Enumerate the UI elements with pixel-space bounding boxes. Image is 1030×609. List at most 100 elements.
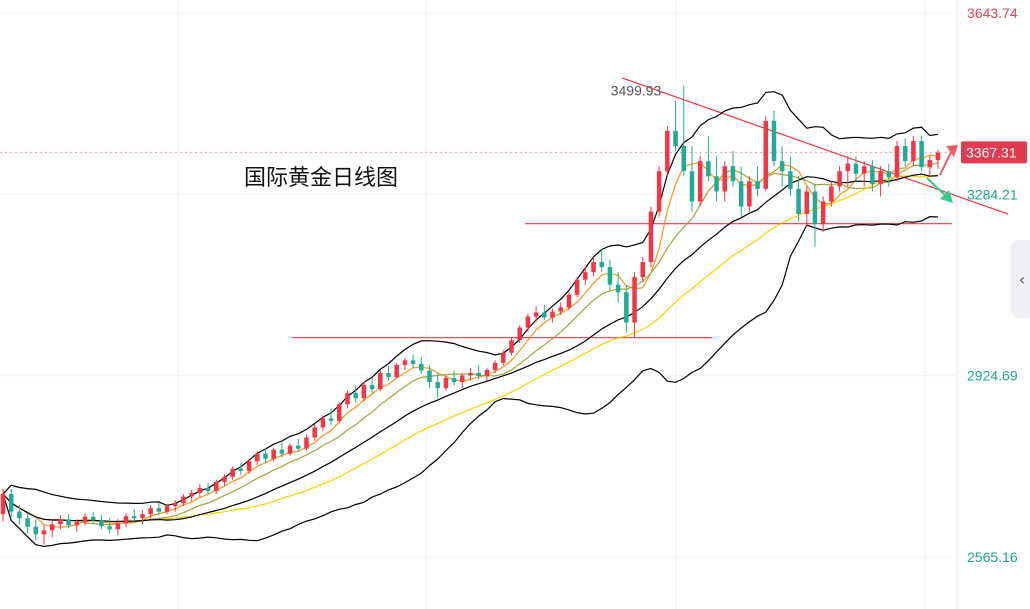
candle-body	[607, 267, 613, 285]
candle-body	[911, 140, 916, 162]
candle-body	[304, 437, 309, 449]
collapse-panel-button[interactable]: ‹	[1010, 240, 1030, 318]
candle-body	[17, 511, 22, 519]
candle-body	[812, 191, 818, 225]
candle-body	[99, 520, 104, 527]
up-arrow-shaft	[939, 149, 953, 176]
candle-body	[263, 453, 268, 459]
candle-body	[665, 130, 670, 172]
trendline	[621, 77, 1009, 215]
candle-body	[361, 385, 367, 399]
candle-body	[755, 181, 760, 189]
candle-body	[935, 152, 941, 161]
candle-body	[894, 146, 900, 178]
candle-body	[328, 418, 334, 421]
candle-body	[533, 312, 539, 317]
candle-body	[287, 445, 293, 454]
candle-body	[156, 508, 162, 512]
candle-body	[8, 494, 14, 512]
down-arrow-icon	[940, 190, 953, 203]
candle-body	[410, 360, 416, 364]
up-arrow-icon	[946, 145, 958, 157]
candle-body	[386, 372, 391, 378]
candle-body	[542, 312, 547, 318]
candle-body	[632, 277, 637, 323]
candle-body	[82, 516, 88, 522]
candle-body	[779, 161, 785, 172]
candle-body	[583, 272, 588, 280]
candle-body	[320, 418, 326, 428]
bollinger-mid-line	[2, 173, 939, 523]
candle-body	[574, 279, 580, 295]
candle-body	[640, 262, 645, 278]
candle-body	[140, 514, 145, 519]
candle-body	[238, 468, 244, 471]
candle-body	[222, 476, 227, 482]
candle-body	[246, 461, 252, 471]
candle-body	[673, 130, 678, 147]
descending-trendline	[621, 77, 1009, 215]
candle-body	[886, 171, 892, 178]
candle-body	[435, 382, 440, 389]
candle-body	[25, 518, 30, 527]
candle-body	[730, 166, 736, 182]
candle-body	[697, 161, 703, 202]
y-tick-label: 3643.74	[967, 5, 1018, 21]
candle-body	[706, 161, 711, 177]
y-tick-label: 2565.16	[967, 549, 1018, 565]
candle-body	[853, 163, 859, 174]
ma-slow-line	[2, 174, 939, 523]
candle-body	[296, 445, 301, 449]
candle-body	[615, 284, 621, 293]
candle-body	[312, 427, 317, 438]
candle-body	[123, 516, 129, 524]
candle-body	[189, 493, 194, 497]
current-price-tag: 3367.31	[961, 141, 1027, 164]
candle-body	[402, 360, 408, 365]
candle-body	[591, 262, 596, 273]
candle-body	[213, 481, 219, 492]
candle-body	[837, 171, 842, 187]
candle-body	[181, 496, 186, 504]
candle-body	[337, 404, 342, 421]
candle-body	[861, 166, 867, 174]
candle-body	[484, 369, 490, 377]
ma-mid-line	[2, 162, 939, 526]
candle-body	[369, 385, 375, 390]
candle-body	[427, 370, 432, 383]
candle-body	[771, 120, 777, 162]
candle-body	[788, 171, 793, 189]
candle-body	[468, 372, 473, 376]
candle-body	[656, 171, 662, 212]
y-tick-label: 2924.69	[967, 368, 1018, 384]
candle-body	[558, 307, 563, 312]
down-arrow-shaft	[926, 177, 948, 198]
high-annotation: 3499.93	[611, 83, 662, 99]
candle-body	[378, 372, 383, 390]
candle-body	[58, 519, 63, 525]
candle-body	[550, 311, 555, 318]
y-axis: 3643.74 3284.21 2924.69 2565.16	[967, 5, 1018, 565]
candle-body	[131, 516, 137, 519]
candle-body	[902, 146, 908, 162]
candle-body	[74, 521, 80, 526]
candle-body	[919, 140, 924, 168]
candle-body	[648, 211, 654, 263]
candle-body	[517, 327, 522, 341]
candle-body	[566, 294, 572, 308]
candle-body	[148, 508, 153, 515]
candle-body	[345, 393, 350, 405]
chart-title: 国际黄金日线图	[244, 166, 398, 191]
current-price-label: 3367.31	[966, 144, 1017, 160]
candle-body	[33, 526, 39, 535]
candle-body	[460, 375, 465, 383]
candle-body	[164, 506, 170, 512]
candle-body	[624, 292, 629, 323]
candle-body	[254, 453, 260, 462]
candle-body	[509, 340, 514, 353]
candle-body	[738, 181, 744, 207]
candle-body	[90, 516, 96, 521]
candle-body	[763, 120, 769, 189]
candle-body	[681, 146, 687, 172]
candle-body	[230, 468, 235, 477]
